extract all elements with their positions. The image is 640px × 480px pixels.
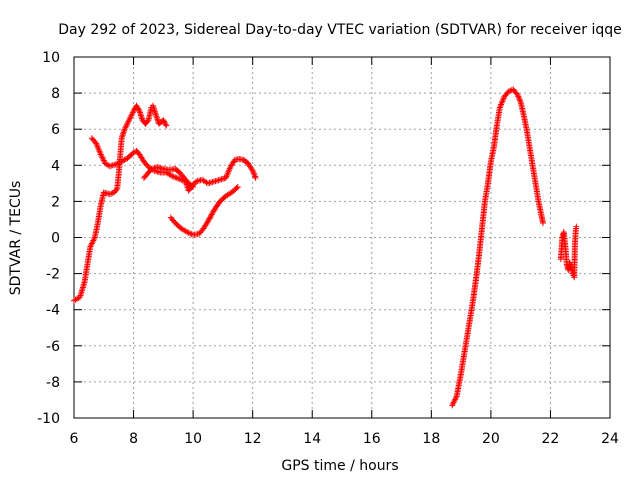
data-point-marker bbox=[517, 97, 524, 104]
y-tick-label: 4 bbox=[51, 158, 60, 174]
x-axis-label: GPS time / hours bbox=[281, 458, 398, 474]
data-point-marker bbox=[248, 166, 255, 173]
data-point-marker bbox=[251, 172, 258, 179]
data-point-marker bbox=[162, 121, 169, 128]
plot-frame bbox=[73, 56, 611, 419]
x-tick-label: 24 bbox=[601, 431, 619, 447]
data-point-marker bbox=[133, 102, 140, 109]
y-tick-label: -2 bbox=[46, 267, 60, 283]
data-point-marker bbox=[112, 161, 119, 168]
x-tick-label: 8 bbox=[129, 431, 138, 447]
data-point-marker bbox=[207, 214, 214, 221]
data-point-marker bbox=[172, 174, 179, 181]
data-point-marker bbox=[176, 176, 183, 183]
data-point-marker bbox=[515, 94, 522, 101]
x-tick-label: 16 bbox=[363, 431, 381, 447]
data-point-marker bbox=[144, 118, 151, 125]
chart-title: Day 292 of 2023, Sidereal Day-to-day VTE… bbox=[58, 22, 622, 38]
y-tick-label: -6 bbox=[46, 339, 60, 355]
data-point-marker bbox=[234, 183, 241, 190]
y-tick-label: -10 bbox=[37, 411, 60, 427]
data-point-marker bbox=[505, 88, 512, 95]
data-point-marker bbox=[252, 174, 259, 181]
data-point-marker bbox=[106, 191, 113, 198]
data-point-marker bbox=[250, 170, 257, 177]
series-segment-5 bbox=[449, 86, 546, 409]
x-tick-label: 6 bbox=[70, 431, 79, 447]
x-tick-label: 10 bbox=[184, 431, 202, 447]
data-point-marker bbox=[175, 175, 182, 182]
data-point-marker bbox=[514, 91, 521, 98]
series-segment-4 bbox=[167, 183, 241, 238]
data-point-marker bbox=[208, 211, 215, 218]
series-segment-1 bbox=[71, 102, 170, 304]
data-point-marker bbox=[130, 108, 137, 115]
x-tick-label: 22 bbox=[542, 431, 560, 447]
data-point-marker bbox=[515, 93, 522, 100]
data-point-marker bbox=[114, 160, 121, 167]
y-axis-label: SDTVAR / TECUs bbox=[8, 181, 24, 296]
y-tick-label: 8 bbox=[51, 86, 60, 102]
data-point-marker bbox=[113, 186, 120, 193]
y-tick-label: -4 bbox=[46, 303, 60, 319]
data-point-marker bbox=[516, 96, 523, 103]
data-point-marker bbox=[135, 106, 142, 113]
series-segment-3 bbox=[140, 164, 197, 190]
data-point-marker bbox=[173, 174, 180, 181]
data-point-marker bbox=[249, 167, 256, 174]
data-point-marker bbox=[184, 229, 191, 236]
data-point-marker bbox=[170, 173, 177, 180]
data-point-marker bbox=[187, 230, 194, 237]
data-point-marker bbox=[573, 223, 580, 230]
y-tick-label: -8 bbox=[46, 375, 60, 391]
data-point-marker bbox=[540, 220, 546, 227]
data-point-marker bbox=[252, 173, 259, 180]
data-points bbox=[71, 86, 580, 409]
series-segment-6 bbox=[557, 223, 580, 281]
data-point-marker bbox=[135, 105, 142, 112]
data-point-marker bbox=[233, 185, 240, 192]
data-point-marker bbox=[190, 183, 197, 190]
data-point-marker bbox=[205, 218, 211, 225]
y-tick-label: 0 bbox=[51, 231, 60, 247]
series-segment-2 bbox=[88, 135, 259, 194]
data-point-marker bbox=[108, 190, 115, 197]
y-tick-label: 10 bbox=[42, 50, 60, 66]
data-point-marker bbox=[163, 122, 170, 129]
data-point-marker bbox=[185, 229, 192, 236]
data-point-marker bbox=[205, 216, 212, 223]
x-tick-label: 12 bbox=[244, 431, 262, 447]
data-point-marker bbox=[134, 104, 141, 111]
data-point-marker bbox=[161, 119, 168, 126]
x-tick-label: 20 bbox=[482, 431, 500, 447]
data-point-marker bbox=[209, 210, 216, 217]
x-tick-label: 14 bbox=[303, 431, 321, 447]
data-point-marker bbox=[206, 215, 213, 222]
y-tick-label: 6 bbox=[51, 122, 60, 138]
data-point-marker bbox=[160, 117, 167, 124]
y-tick-label: 2 bbox=[51, 194, 60, 210]
data-point-marker bbox=[161, 118, 168, 125]
data-point-marker bbox=[188, 183, 195, 190]
data-point-marker bbox=[508, 87, 515, 94]
x-tick-label: 18 bbox=[422, 431, 440, 447]
data-point-marker bbox=[115, 160, 122, 167]
data-point-marker bbox=[250, 169, 257, 176]
data-point-marker bbox=[169, 173, 176, 180]
grid-lines bbox=[74, 57, 610, 418]
data-point-marker bbox=[207, 212, 214, 219]
